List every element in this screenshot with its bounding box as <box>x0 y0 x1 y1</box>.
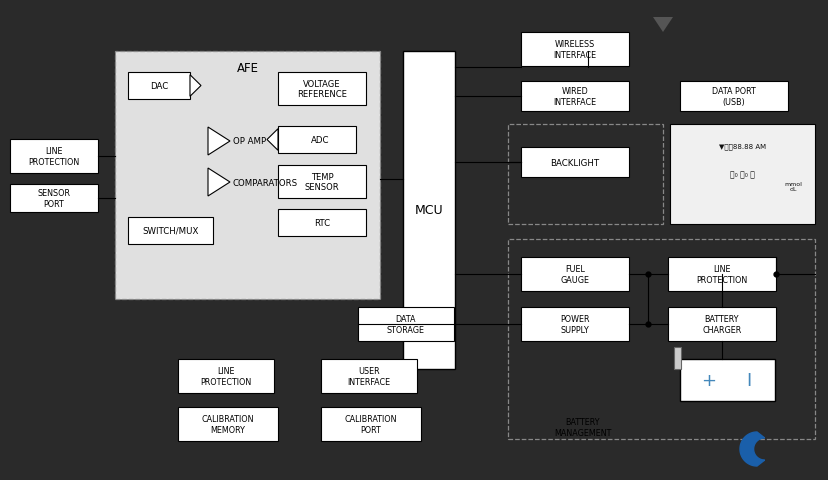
Bar <box>10 140 98 174</box>
Text: WIRELESS
INTERFACE: WIRELESS INTERFACE <box>553 40 596 60</box>
Bar <box>667 307 775 341</box>
Bar <box>508 125 662 225</box>
Text: POWER
SUPPLY: POWER SUPPLY <box>560 315 589 334</box>
Text: OP AMP: OP AMP <box>233 137 266 146</box>
Text: DATA PORT
(USB): DATA PORT (USB) <box>711 87 755 107</box>
Text: BATTERY
MANAGEMENT: BATTERY MANAGEMENT <box>554 418 611 437</box>
Bar <box>358 307 454 341</box>
Text: USER
INTERFACE: USER INTERFACE <box>347 367 390 386</box>
Bar <box>520 82 628 112</box>
Text: ▼⬛⬛88.88 AM: ▼⬛⬛88.88 AM <box>718 144 765 150</box>
Text: mmol
dL: mmol dL <box>783 181 802 192</box>
Text: FUEL
GAUGE: FUEL GAUGE <box>560 265 589 284</box>
Bar <box>178 407 277 441</box>
Text: CALIBRATION
PORT: CALIBRATION PORT <box>344 414 397 434</box>
Bar <box>277 127 355 154</box>
Bar <box>520 307 628 341</box>
Bar <box>128 217 213 244</box>
Text: DATA
STORAGE: DATA STORAGE <box>387 315 425 334</box>
Polygon shape <box>208 128 229 156</box>
Bar <box>520 148 628 178</box>
Bar <box>402 52 455 369</box>
Bar <box>277 166 365 199</box>
Text: LINE
PROTECTION: LINE PROTECTION <box>696 265 747 284</box>
Bar <box>679 82 787 112</box>
Text: TEMP
SENSOR: TEMP SENSOR <box>305 172 339 192</box>
Text: DAC: DAC <box>150 82 168 91</box>
Text: AFE: AFE <box>236 61 258 74</box>
Polygon shape <box>652 18 672 33</box>
Text: SENSOR
PORT: SENSOR PORT <box>37 189 70 208</box>
Text: ⬜₀ ⬜₀ ⬜: ⬜₀ ⬜₀ ⬜ <box>729 170 754 179</box>
Bar <box>10 185 98 213</box>
Text: WIRED
INTERFACE: WIRED INTERFACE <box>553 87 596 107</box>
Text: COMPARATORS: COMPARATORS <box>233 178 298 187</box>
Bar <box>673 347 680 369</box>
Text: SWITCH/MUX: SWITCH/MUX <box>142 227 199 236</box>
Text: CALIBRATION
MEMORY: CALIBRATION MEMORY <box>201 414 254 434</box>
Text: +: + <box>700 371 715 389</box>
Text: BATTERY
CHARGER: BATTERY CHARGER <box>701 315 741 334</box>
Text: MCU: MCU <box>414 204 443 217</box>
Text: RTC: RTC <box>314 218 330 228</box>
Text: LINE
PROTECTION: LINE PROTECTION <box>200 367 252 386</box>
Bar <box>669 125 814 225</box>
Bar <box>508 240 814 439</box>
Text: LINE
PROTECTION: LINE PROTECTION <box>28 147 79 167</box>
Text: BACKLIGHT: BACKLIGHT <box>550 158 599 167</box>
Polygon shape <box>267 130 277 151</box>
Polygon shape <box>208 168 229 197</box>
Bar <box>178 359 274 393</box>
Bar <box>277 210 365 237</box>
Bar <box>128 73 190 100</box>
Polygon shape <box>190 75 200 97</box>
Bar <box>667 257 775 291</box>
Bar <box>679 359 774 401</box>
Bar <box>115 52 379 300</box>
Text: ADC: ADC <box>310 136 329 144</box>
Text: I: I <box>745 371 750 389</box>
Bar <box>520 33 628 67</box>
Bar <box>320 407 421 441</box>
Bar <box>520 257 628 291</box>
Polygon shape <box>739 432 763 466</box>
Text: VOLTAGE
REFERENCE: VOLTAGE REFERENCE <box>296 80 347 99</box>
Bar <box>320 359 416 393</box>
Bar <box>277 73 365 106</box>
